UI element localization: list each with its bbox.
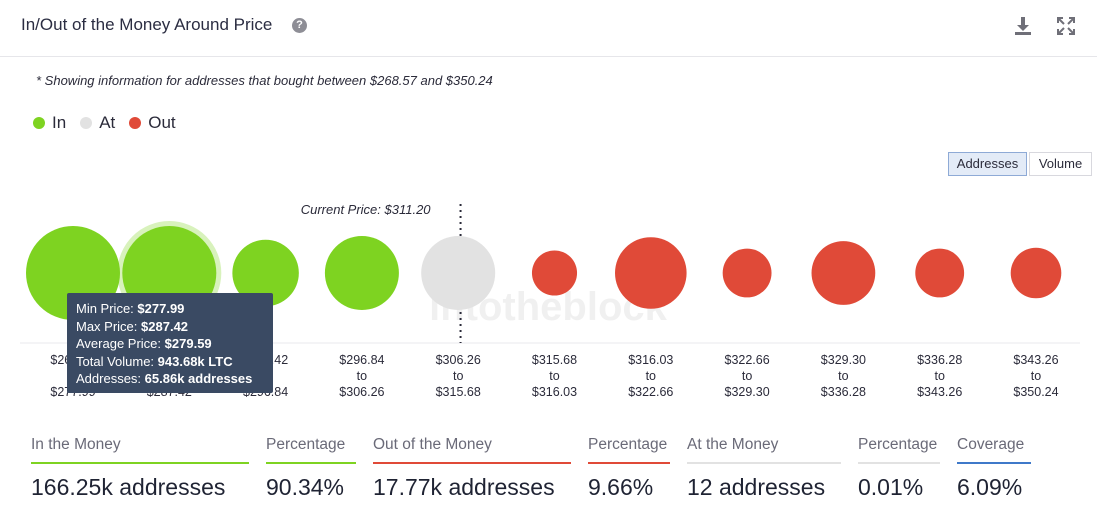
stat-in-the-money: In the Money 166.25k addresses [31, 436, 249, 501]
stat-label: Percentage [588, 436, 668, 453]
tick-label-to: $316.03 [532, 385, 577, 399]
stat-bar [957, 462, 1031, 464]
tick-label-to: $322.66 [628, 385, 673, 399]
stat-label: Percentage [858, 436, 938, 453]
stat-value: 17.77k addresses [373, 474, 555, 500]
download-icon[interactable] [1013, 16, 1033, 36]
stat-bar [858, 462, 940, 464]
tick-label-to: $350.24 [1013, 385, 1058, 399]
stat-out-percentage: Percentage 9.66% [588, 436, 670, 501]
addresses-toggle-button[interactable]: Addresses [948, 152, 1027, 176]
stat-in-percentage: Percentage 90.34% [266, 436, 356, 501]
bubble-out [531, 250, 578, 296]
bubble-out [1010, 247, 1062, 299]
tick-label-to: $343.26 [917, 385, 962, 399]
legend-item-in[interactable]: In [33, 113, 66, 133]
tooltip-volume-value: 943.68k LTC [157, 353, 233, 369]
stat-label: In the Money [31, 436, 121, 453]
tick-label-to-word: to [549, 369, 559, 383]
info-note: * Showing information for addresses that… [36, 73, 493, 88]
bubble-out [722, 248, 772, 298]
tooltip-min-label: Min Price: [76, 301, 134, 316]
stat-out-of-the-money: Out of the Money 17.77k addresses [373, 436, 571, 501]
tick-label-to: $315.68 [436, 385, 481, 399]
tick-label-from: $329.30 [821, 353, 866, 367]
stat-value: 90.34% [266, 474, 345, 500]
question-circle-icon[interactable]: ? [292, 18, 307, 33]
tick-label-from: $336.28 [917, 353, 962, 367]
bubble-out [811, 241, 876, 305]
chart-legend: In At Out [33, 113, 190, 133]
stat-value: 0.01% [858, 474, 924, 500]
legend-dot-in [33, 117, 45, 129]
tick-label-to-word: to [838, 369, 848, 383]
tick-label-to-word: to [742, 369, 752, 383]
tooltip-avg-label: Average Price: [76, 336, 162, 351]
stat-value: 12 addresses [687, 474, 826, 500]
stat-coverage: Coverage 6.09% [957, 436, 1031, 501]
tick-label-to-word: to [357, 369, 367, 383]
chart-header: In/Out of the Money Around Price ? [0, 0, 1097, 57]
tick-label-to-word: to [934, 369, 944, 383]
stat-at-percentage: Percentage 0.01% [858, 436, 940, 501]
tick-label-from: $316.03 [628, 353, 673, 367]
stat-at-the-money: At the Money 12 addresses [687, 436, 841, 501]
tick-label-to: $336.28 [821, 385, 866, 399]
stat-bar [687, 462, 841, 464]
stat-label: Out of the Money [373, 436, 492, 453]
bubble-out [615, 237, 687, 309]
stat-label: At the Money [687, 436, 779, 453]
stat-label: Percentage [266, 436, 346, 453]
chart-tooltip: Min Price: $277.99 Max Price: $287.42 Av… [67, 293, 273, 393]
tooltip-avg-value: $279.59 [164, 336, 212, 351]
stat-bar [373, 462, 571, 464]
tick-label-to: $329.30 [725, 385, 770, 399]
tooltip-max-value: $287.42 [141, 318, 189, 334]
tick-label-to-word: to [646, 369, 656, 383]
tick-label-from: $315.68 [532, 353, 577, 367]
tick-label-from: $322.66 [725, 353, 770, 367]
tick-label-to: $306.26 [339, 385, 384, 399]
bubble-at [421, 235, 496, 311]
current-price-label: Current Price: $311.20 [301, 202, 432, 217]
bubble-out [915, 248, 965, 298]
legend-label-at: At [99, 113, 116, 132]
stat-value: 166.25k addresses [31, 474, 226, 500]
expand-icon[interactable] [1056, 16, 1076, 36]
stat-value: 6.09% [957, 474, 1023, 500]
stat-label: Coverage [957, 436, 1025, 453]
tick-label-to-word: to [453, 369, 463, 383]
stat-value: 9.66% [588, 474, 654, 500]
tick-label-from: $306.26 [436, 353, 481, 367]
tick-label-from: $343.26 [1013, 353, 1058, 367]
bubble-in [324, 235, 399, 311]
legend-dot-at [80, 117, 93, 129]
tick-label-from: $296.84 [339, 353, 384, 367]
legend-label-out: Out [148, 113, 176, 132]
tooltip-volume-label: Total Volume: [76, 353, 155, 369]
legend-dot-out [129, 117, 142, 129]
legend-item-out[interactable]: Out [129, 113, 176, 133]
bubble-in [232, 239, 299, 307]
tooltip-min-value: $277.99 [137, 301, 185, 316]
tooltip-addresses-value: 65.86k addresses [144, 371, 253, 386]
summary-stats: In the Money 166.25k addresses Percentag… [0, 436, 1097, 516]
tooltip-max-label: Max Price: [76, 318, 138, 334]
stat-bar [266, 462, 356, 464]
legend-item-at[interactable]: At [80, 113, 115, 133]
page-title: In/Out of the Money Around Price [21, 15, 273, 34]
stat-bar [31, 462, 249, 464]
stat-bar [588, 462, 670, 464]
tooltip-addresses-label: Addresses: [76, 371, 142, 386]
volume-toggle-button[interactable]: Volume [1029, 152, 1092, 176]
legend-label-in: In [52, 113, 67, 132]
tick-label-to-word: to [1031, 369, 1041, 383]
